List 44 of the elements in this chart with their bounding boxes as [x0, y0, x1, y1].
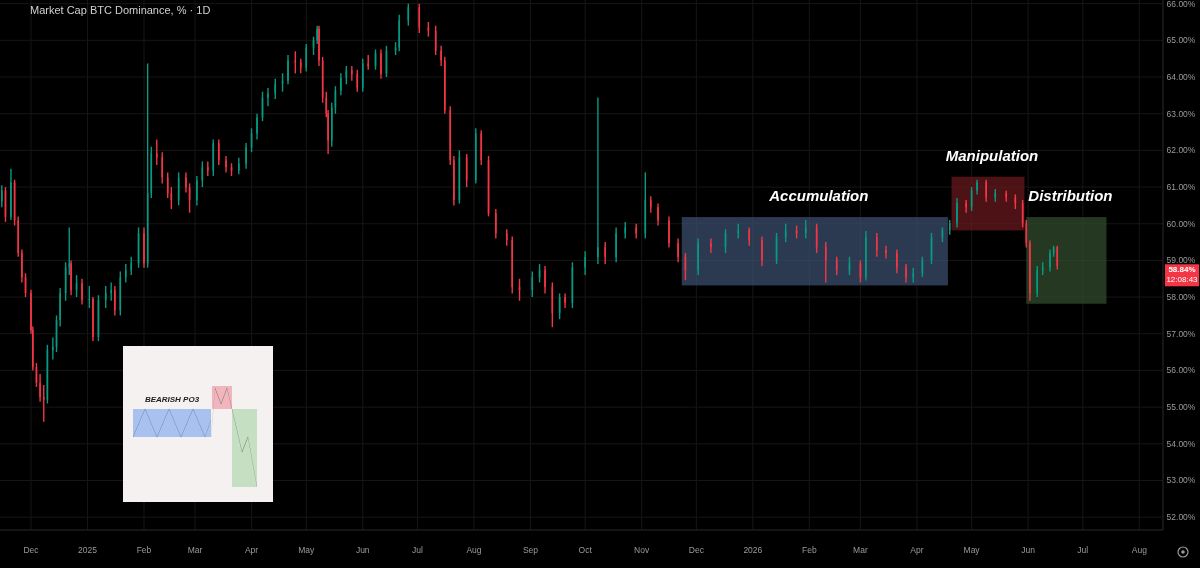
- x-tick-label: Jun: [1021, 545, 1036, 555]
- x-tick-label: Dec: [23, 545, 40, 555]
- x-tick-label: Apr: [910, 545, 924, 555]
- x-tick-label: Oct: [578, 545, 593, 555]
- x-tick-label: Mar: [853, 545, 868, 555]
- x-tick-label: Aug: [466, 545, 482, 555]
- annotation: BEARISH PO3: [144, 395, 200, 404]
- y-tick-label: 54.00%: [1166, 438, 1196, 449]
- y-tick-label: 64.00%: [1166, 72, 1196, 83]
- x-tick-label: Feb: [136, 545, 152, 555]
- text: 58.84%: [1168, 265, 1196, 275]
- text: 12:08:43: [1166, 275, 1199, 285]
- y-tick-label: 52.00%: [1166, 512, 1196, 523]
- chart-title: Market Cap BTC Dominance, % · 1D: [30, 4, 211, 16]
- y-tick-label: 65.00%: [1166, 35, 1196, 46]
- y-tick-label: 55.00%: [1166, 402, 1196, 413]
- x-tick-label: Jun: [355, 545, 370, 555]
- x-tick-label: 2026: [743, 545, 763, 555]
- x-tick-label: Jul: [1077, 545, 1089, 555]
- x-tick-label: Nov: [634, 545, 650, 555]
- x-tick-label: 2025: [78, 545, 98, 555]
- y-tick-label: 57.00%: [1166, 328, 1196, 339]
- y-tick-label: 66.00%: [1166, 0, 1196, 9]
- x-tick-label: Dec: [688, 545, 705, 555]
- x-tick-label: Aug: [1131, 545, 1148, 555]
- band-label: Distribution: [1028, 187, 1113, 205]
- x-tick-label: Sep: [522, 545, 539, 555]
- y-tick-label: 60.00%: [1166, 218, 1196, 229]
- x-tick-label: May: [298, 545, 316, 555]
- band-label: Manipulation: [945, 146, 1039, 164]
- x-tick-label: Apr: [244, 545, 259, 555]
- y-tick-label: 62.00%: [1166, 145, 1196, 156]
- band-label: Accumulation: [768, 187, 869, 205]
- y-tick-label: 63.00%: [1166, 108, 1196, 119]
- y-tick-label: 61.00%: [1166, 182, 1196, 193]
- y-tick-label: 59.00%: [1166, 255, 1196, 266]
- x-tick-label: Jul: [412, 545, 423, 555]
- y-tick-label: 58.00%: [1166, 292, 1196, 303]
- x-tick-label: May: [963, 545, 981, 555]
- x-tick-label: Feb: [802, 545, 817, 555]
- y-tick-label: 56.00%: [1166, 365, 1196, 376]
- po3-diagram: BEARISH PO3: [123, 346, 273, 502]
- y-tick-label: 53.00%: [1166, 475, 1196, 486]
- x-tick-label: Mar: [187, 545, 203, 555]
